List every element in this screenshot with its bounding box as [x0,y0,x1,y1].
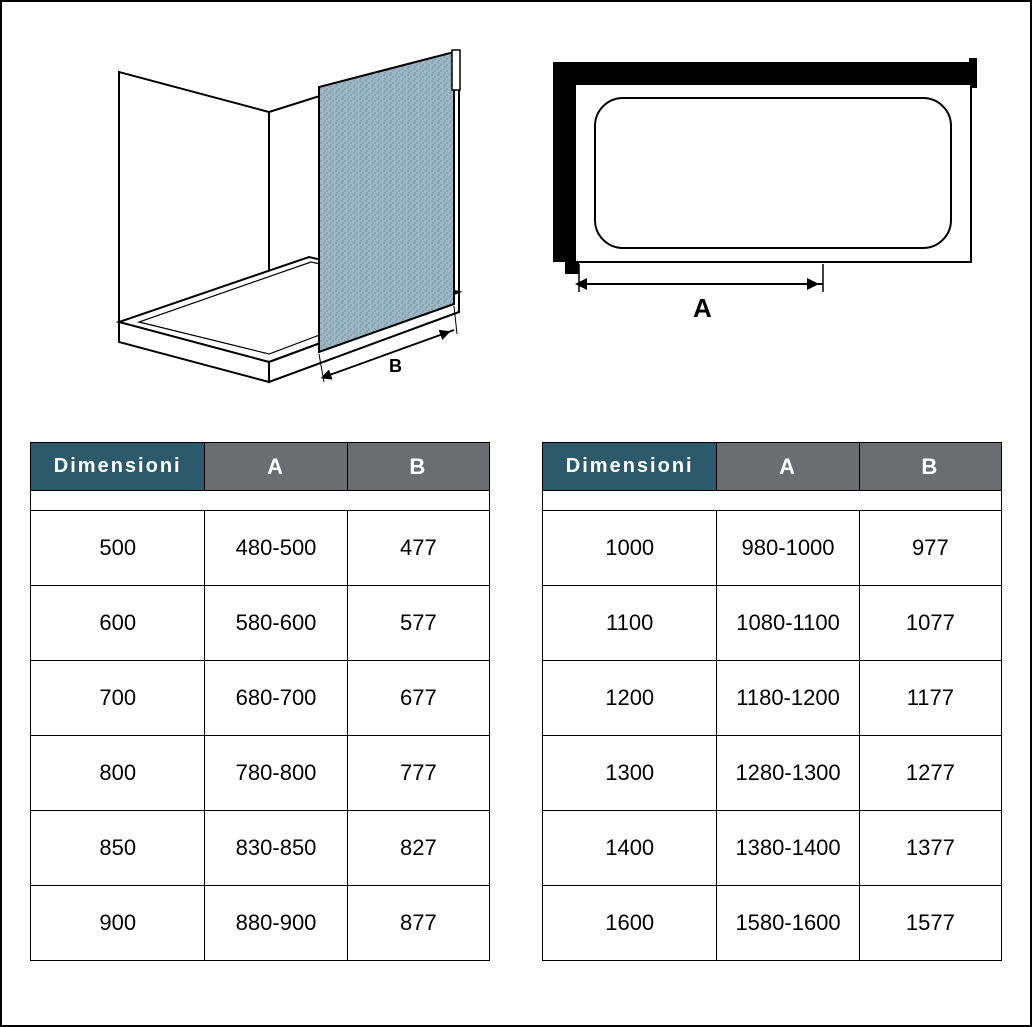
table-row: 500480-500477 [31,511,490,586]
table-row: 13001280-13001277 [543,736,1002,811]
table-row: 850830-850827 [31,811,490,886]
th-dimensioni: Dimensioni [31,443,205,491]
table-cell: 827 [347,811,489,886]
table-cell: 877 [347,886,489,961]
table-cell: 850 [31,811,205,886]
table-row: 600580-600577 [31,586,490,661]
table-row: 11001080-11001077 [543,586,1002,661]
diagram-isometric: B [22,32,516,402]
table-row: 1000980-1000977 [543,511,1002,586]
table-cell: 1177 [859,661,1001,736]
table-cell: 477 [347,511,489,586]
table-cell: 1380-1400 [717,811,859,886]
table-cell: 580-600 [205,586,347,661]
th-a: A [717,443,859,491]
top-svg: A [533,32,993,332]
table-cell: 880-900 [205,886,347,961]
table-cell: 1580-1600 [717,886,859,961]
dimensions-table-left: Dimensioni A B 500480-500477600580-60057… [30,442,490,961]
table-cell: 1077 [859,586,1001,661]
table-row: 700680-700677 [31,661,490,736]
table-row: 16001580-16001577 [543,886,1002,961]
table-row: 12001180-12001177 [543,661,1002,736]
tables-row: Dimensioni A B 500480-500477600580-60057… [2,422,1030,991]
table-cell: 1400 [543,811,717,886]
table-cell: 1180-1200 [717,661,859,736]
tbody-left: 500480-500477600580-600577700680-7006778… [31,491,490,961]
table-cell: 1600 [543,886,717,961]
diagram-top-view: A [516,32,1010,332]
table-cell: 1280-1300 [717,736,859,811]
table-row: 800780-800777 [31,736,490,811]
table-cell: 1277 [859,736,1001,811]
diagrams-row: B [2,2,1030,422]
table-cell: 1000 [543,511,717,586]
tbody-right: 1000980-100097711001080-1100107712001180… [543,491,1002,961]
table-cell: 900 [31,886,205,961]
iso-svg: B [59,32,479,402]
table-row: 900880-900877 [31,886,490,961]
table-cell: 1080-1100 [717,586,859,661]
table-row: 14001380-14001377 [543,811,1002,886]
table-cell: 777 [347,736,489,811]
th-b: B [347,443,489,491]
table-cell: 700 [31,661,205,736]
dimensions-table-right: Dimensioni A B 1000980-100097711001080-1… [542,442,1002,961]
table-cell: 977 [859,511,1001,586]
dim-b-label: B [389,356,402,376]
table-cell: 980-1000 [717,511,859,586]
table-cell: 780-800 [205,736,347,811]
table-cell: 577 [347,586,489,661]
th-a: A [205,443,347,491]
table-cell: 1577 [859,886,1001,961]
table-cell: 677 [347,661,489,736]
dim-a-label: A [693,293,712,323]
table-cell: 1300 [543,736,717,811]
page-frame: B [0,0,1032,1027]
table-cell: 680-700 [205,661,347,736]
th-b: B [859,443,1001,491]
table-cell: 1377 [859,811,1001,886]
table-cell: 600 [31,586,205,661]
table-cell: 1100 [543,586,717,661]
table-cell: 480-500 [205,511,347,586]
th-dimensioni: Dimensioni [543,443,717,491]
table-cell: 500 [31,511,205,586]
table-cell: 800 [31,736,205,811]
table-cell: 1200 [543,661,717,736]
table-cell: 830-850 [205,811,347,886]
